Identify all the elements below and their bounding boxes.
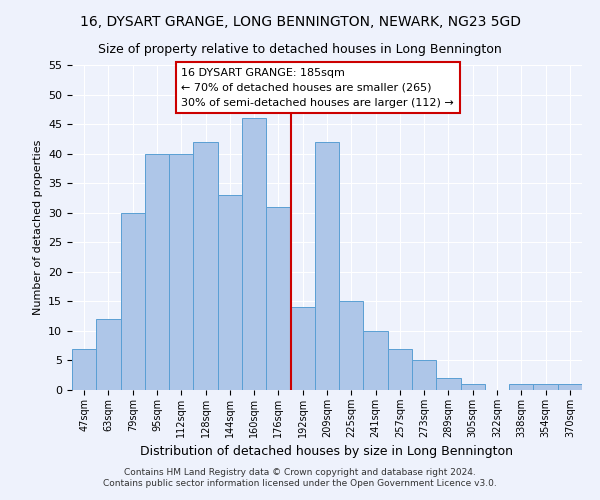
Bar (412, 360, 436, 390)
Bar (145, 154, 169, 390)
Bar (558, 384, 582, 390)
X-axis label: Distribution of detached houses by size in Long Bennington: Distribution of detached houses by size … (140, 446, 514, 458)
Bar (315, 142, 339, 390)
Bar (533, 384, 558, 390)
Y-axis label: Number of detached properties: Number of detached properties (32, 140, 43, 315)
Text: Size of property relative to detached houses in Long Bennington: Size of property relative to detached ho… (98, 42, 502, 56)
Bar (121, 212, 145, 390)
Bar (218, 195, 242, 390)
Bar (96, 319, 121, 390)
Bar (388, 348, 412, 390)
Bar (266, 207, 290, 390)
Bar (290, 308, 315, 390)
Bar (436, 378, 461, 390)
Bar (364, 331, 388, 390)
Bar (169, 154, 193, 390)
Text: 16 DYSART GRANGE: 185sqm
← 70% of detached houses are smaller (265)
30% of semi-: 16 DYSART GRANGE: 185sqm ← 70% of detach… (181, 68, 454, 108)
Bar (242, 118, 266, 390)
Bar (72, 348, 96, 390)
Text: Contains HM Land Registry data © Crown copyright and database right 2024.
Contai: Contains HM Land Registry data © Crown c… (103, 468, 497, 487)
Text: 16, DYSART GRANGE, LONG BENNINGTON, NEWARK, NG23 5GD: 16, DYSART GRANGE, LONG BENNINGTON, NEWA… (79, 15, 521, 29)
Bar (509, 384, 533, 390)
Bar (193, 142, 218, 390)
Bar (339, 302, 364, 390)
Bar (461, 384, 485, 390)
